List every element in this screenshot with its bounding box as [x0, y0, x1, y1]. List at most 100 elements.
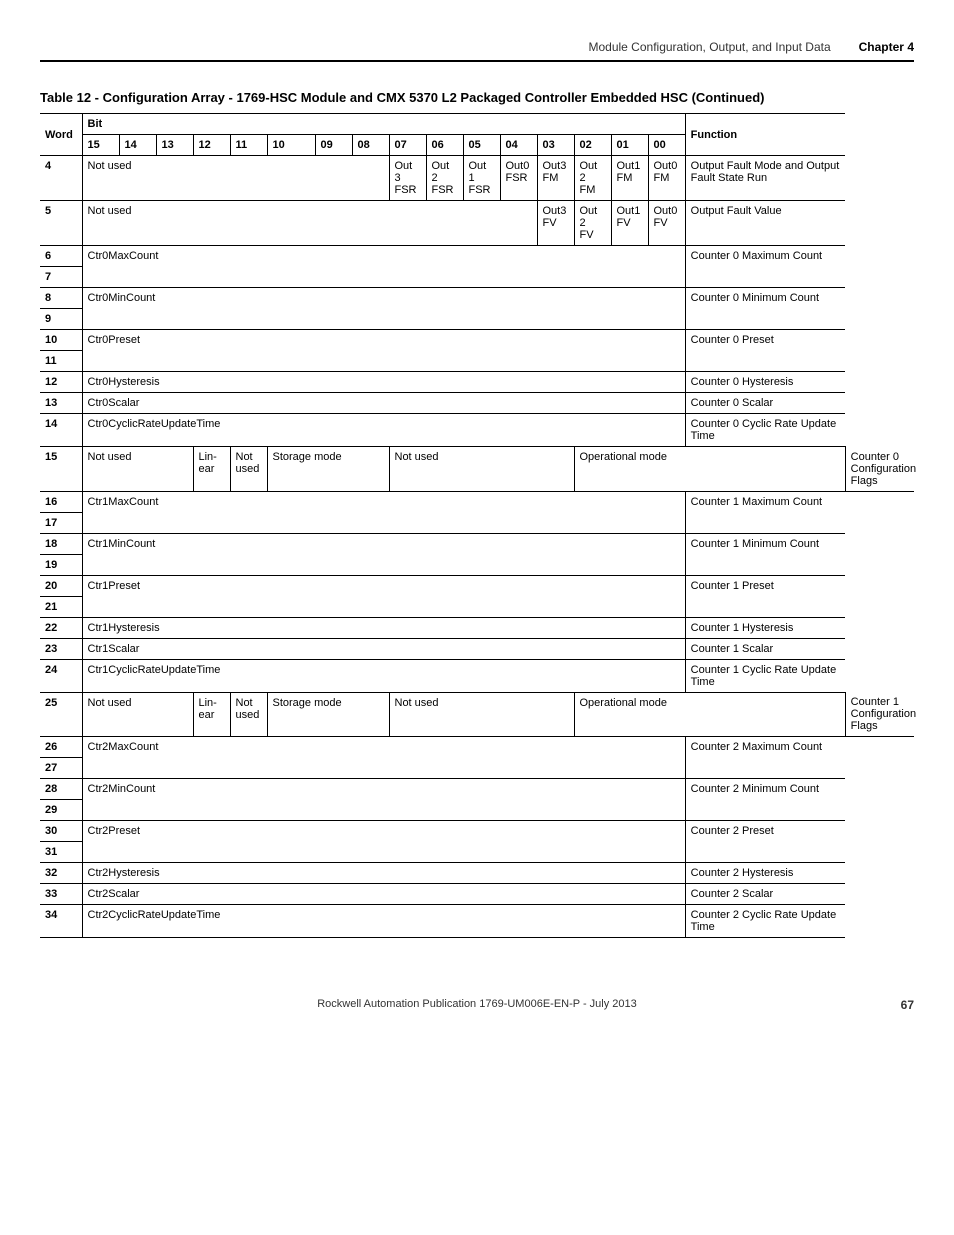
hdr-function: Function	[685, 114, 845, 156]
func: Counter 2 Maximum Count	[685, 737, 845, 779]
cell: Ctr0Scalar	[82, 393, 685, 414]
hdr-04: 04	[500, 135, 537, 156]
cell: Out0FV	[648, 201, 685, 246]
word-27: 27	[40, 758, 82, 779]
table-row: 32 Ctr2Hysteresis Counter 2 Hysteresis	[40, 863, 914, 884]
footer-page-number: 67	[901, 998, 914, 1012]
hdr-07: 07	[389, 135, 426, 156]
cell: Out 2FV	[574, 201, 611, 246]
cell: Not used	[389, 447, 574, 492]
word-24: 24	[40, 659, 82, 692]
word-16: 16	[40, 491, 82, 512]
func: Counter 1 Maximum Count	[685, 491, 845, 533]
table-row: 33 Ctr2Scalar Counter 2 Scalar	[40, 884, 914, 905]
cell: Ctr1Preset	[82, 575, 685, 617]
cell: Out1FV	[611, 201, 648, 246]
table-row: 24 Ctr1CyclicRateUpdateTime Counter 1 Cy…	[40, 659, 914, 692]
cell: Not used	[389, 692, 574, 737]
page-footer: Rockwell Automation Publication 1769-UM0…	[40, 998, 914, 1010]
table-row: 34 Ctr2CyclicRateUpdateTime Counter 2 Cy…	[40, 905, 914, 938]
hdr-11: 11	[230, 135, 267, 156]
func: Counter 1 Configuration Flags	[845, 692, 914, 737]
table-row: 8 Ctr0MinCount Counter 0 Minimum Count	[40, 288, 914, 309]
cell: Storage mode	[267, 692, 389, 737]
hdr-12: 12	[193, 135, 230, 156]
hdr-word: Word	[40, 114, 82, 156]
word-22: 22	[40, 617, 82, 638]
hdr-15: 15	[82, 135, 119, 156]
func: Counter 1 Cyclic Rate Update Time	[685, 659, 845, 692]
cell: Out2FSR	[426, 156, 463, 201]
cell: Operational mode	[574, 692, 845, 737]
cell: Storage mode	[267, 447, 389, 492]
word-28: 28	[40, 779, 82, 800]
word-19: 19	[40, 554, 82, 575]
cell: Ctr0Hysteresis	[82, 372, 685, 393]
hdr-bit: Bit	[82, 114, 685, 135]
func: Counter 2 Hysteresis	[685, 863, 845, 884]
table-row: 20 Ctr1Preset Counter 1 Preset	[40, 575, 914, 596]
cell: Out3FM	[537, 156, 574, 201]
hdr-06: 06	[426, 135, 463, 156]
func: Output Fault Mode and Output Fault State…	[685, 156, 845, 201]
func: Counter 2 Scalar	[685, 884, 845, 905]
word-11: 11	[40, 351, 82, 372]
hdr-03: 03	[537, 135, 574, 156]
cell: Ctr2Hysteresis	[82, 863, 685, 884]
cell: Ctr1MinCount	[82, 533, 685, 575]
cell: Not used	[82, 156, 389, 201]
cell: Out0FSR	[500, 156, 537, 201]
hdr-13: 13	[156, 135, 193, 156]
hdr-09: 09	[315, 135, 352, 156]
cell: Ctr2Preset	[82, 821, 685, 863]
cell: Ctr2CyclicRateUpdateTime	[82, 905, 685, 938]
word-12: 12	[40, 372, 82, 393]
word-14: 14	[40, 414, 82, 447]
table-title: Table 12 - Configuration Array - 1769-HS…	[40, 90, 914, 105]
func: Counter 0 Minimum Count	[685, 288, 845, 330]
header-section: Module Configuration, Output, and Input …	[588, 40, 830, 54]
func: Counter 0 Cyclic Rate Update Time	[685, 414, 845, 447]
word-26: 26	[40, 737, 82, 758]
cell: Ctr1MaxCount	[82, 491, 685, 533]
hdr-14: 14	[119, 135, 156, 156]
func: Output Fault Value	[685, 201, 845, 246]
word-17: 17	[40, 512, 82, 533]
hdr-02: 02	[574, 135, 611, 156]
footer-publication: Rockwell Automation Publication 1769-UM0…	[317, 998, 637, 1010]
func: Counter 1 Minimum Count	[685, 533, 845, 575]
cell: Out0FM	[648, 156, 685, 201]
hdr-10: 10	[267, 135, 315, 156]
table-row: 30 Ctr2Preset Counter 2 Preset	[40, 821, 914, 842]
cell: Not used	[230, 692, 267, 737]
cell: Ctr2MinCount	[82, 779, 685, 821]
hdr-00: 00	[648, 135, 685, 156]
cell: Ctr0MaxCount	[82, 246, 685, 288]
cell: Out1FM	[611, 156, 648, 201]
word-20: 20	[40, 575, 82, 596]
word-31: 31	[40, 842, 82, 863]
page-header: Module Configuration, Output, and Input …	[40, 40, 914, 62]
table-row: 10 Ctr0Preset Counter 0 Preset	[40, 330, 914, 351]
page: Module Configuration, Output, and Input …	[0, 0, 954, 1040]
table-row: 26 Ctr2MaxCount Counter 2 Maximum Count	[40, 737, 914, 758]
cell: Ctr2MaxCount	[82, 737, 685, 779]
table-row: 5 Not used Out3FV Out 2FV Out1FV Out0FV …	[40, 201, 914, 246]
table-row: 25 Not used Lin- ear Not used Storage mo…	[40, 692, 914, 737]
hdr-01: 01	[611, 135, 648, 156]
table-row: 4 Not used Out3FSR Out2FSR Out 1FSR Out0…	[40, 156, 914, 201]
word-25: 25	[40, 692, 82, 737]
cell: Ctr0Preset	[82, 330, 685, 372]
word-9: 9	[40, 309, 82, 330]
word-7: 7	[40, 267, 82, 288]
word-15: 15	[40, 447, 82, 492]
cell: Not used	[82, 201, 537, 246]
table-row: 22 Ctr1Hysteresis Counter 1 Hysteresis	[40, 617, 914, 638]
cell: Ctr2Scalar	[82, 884, 685, 905]
table-row: 14 Ctr0CyclicRateUpdateTime Counter 0 Cy…	[40, 414, 914, 447]
func: Counter 0 Maximum Count	[685, 246, 845, 288]
hdr-08: 08	[352, 135, 389, 156]
word-5: 5	[40, 201, 82, 246]
table-row: 16 Ctr1MaxCount Counter 1 Maximum Count	[40, 491, 914, 512]
header-chapter: Chapter 4	[859, 40, 914, 54]
